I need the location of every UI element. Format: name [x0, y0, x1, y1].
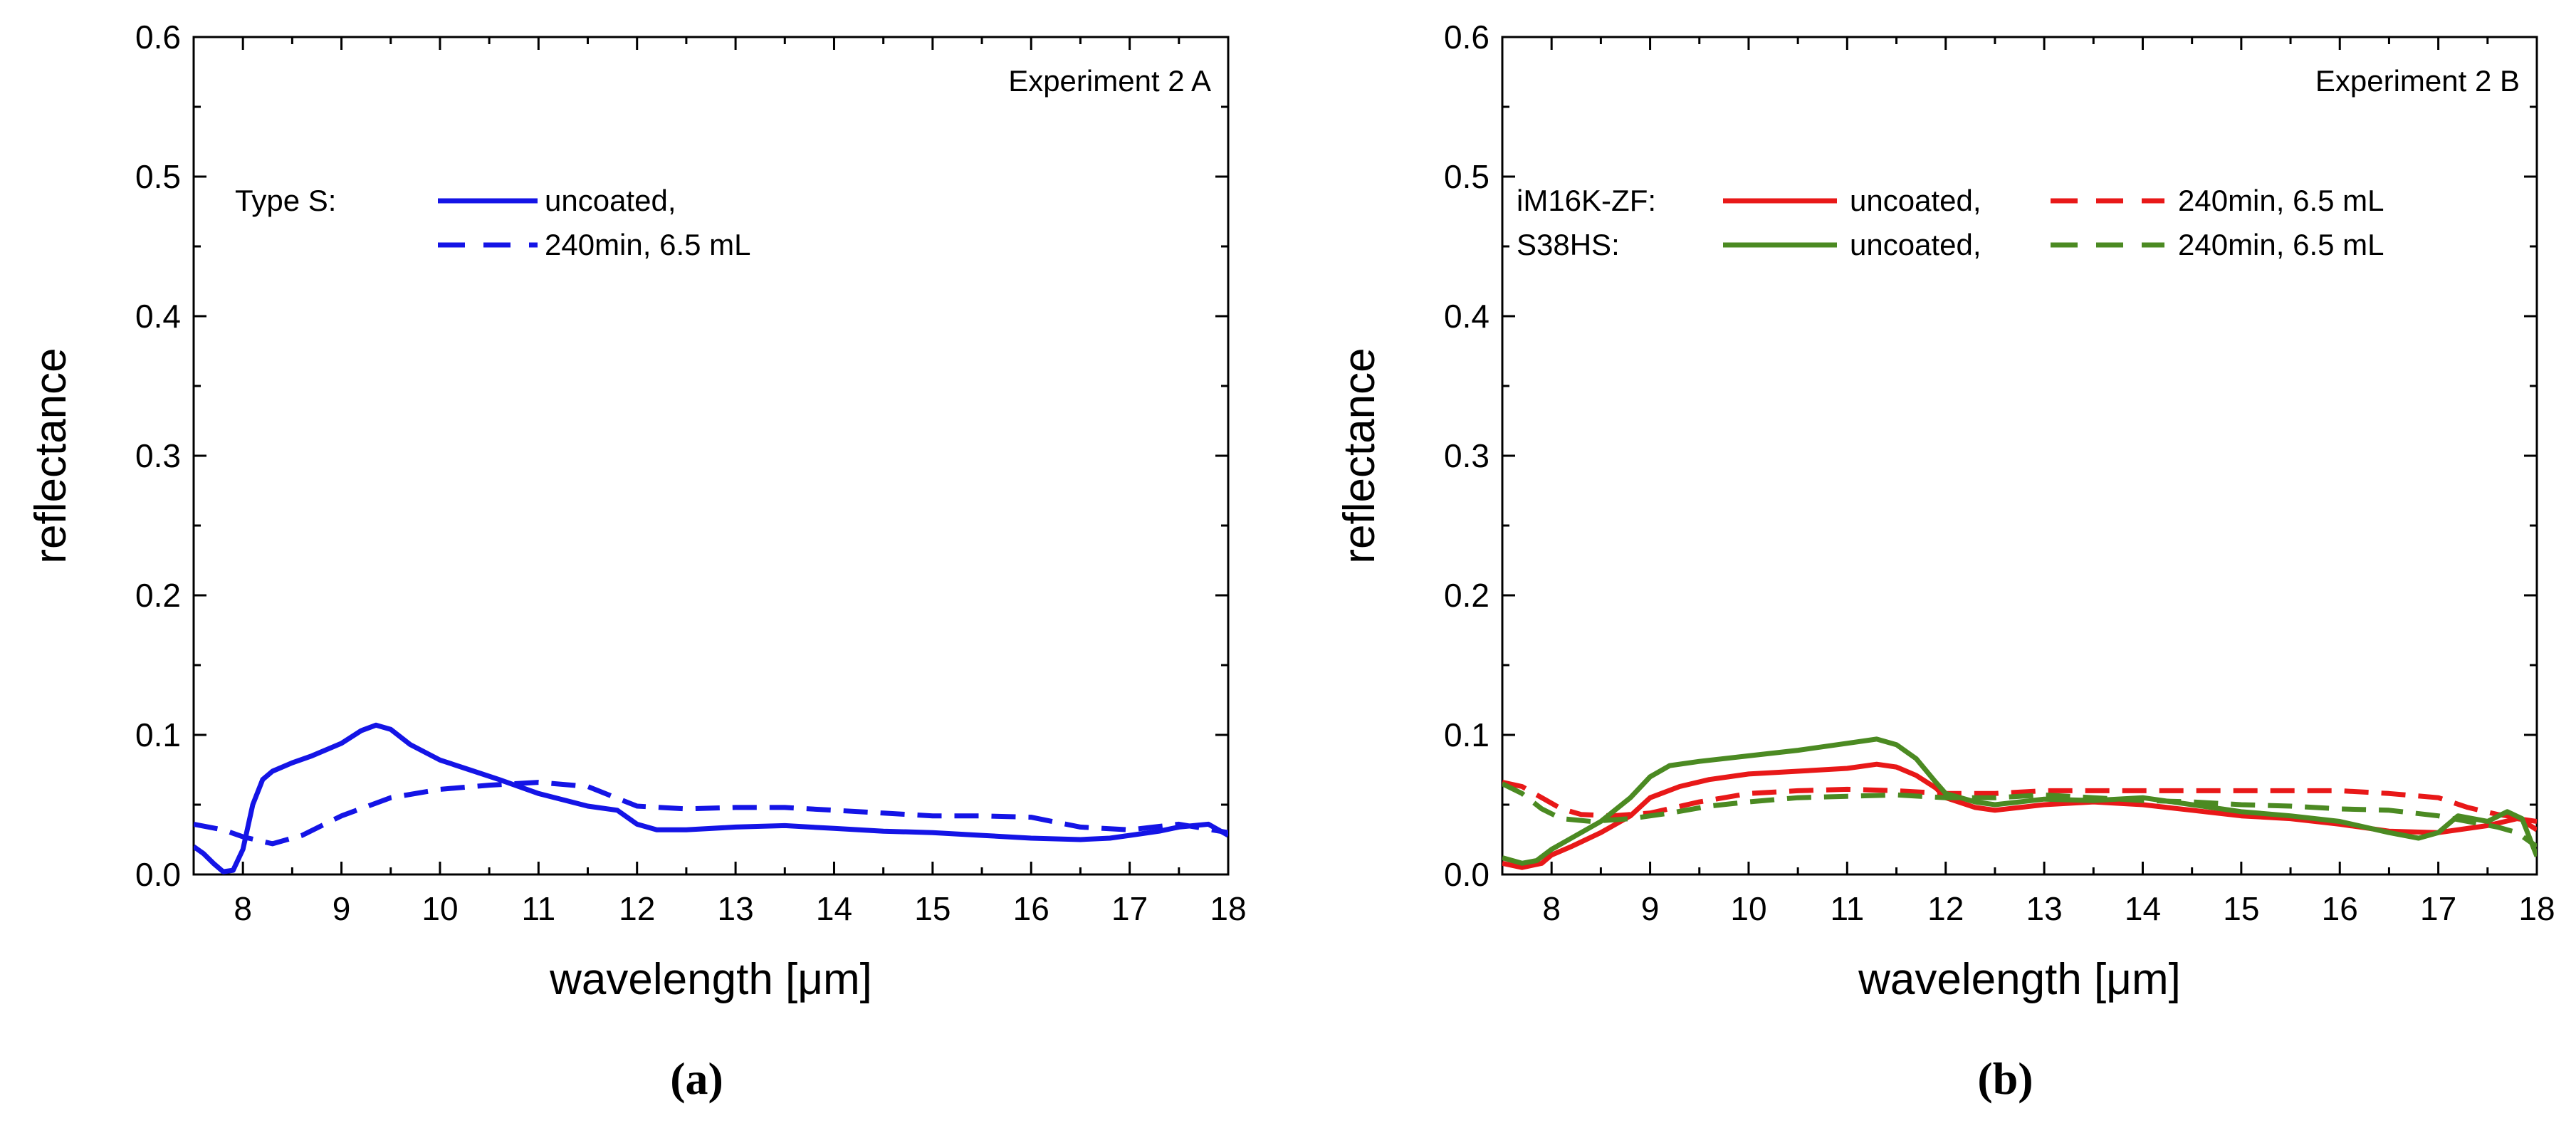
series-line-3	[1502, 736, 2537, 866]
x-tick-label: 14	[816, 890, 852, 927]
x-tick-label: 18	[2518, 890, 2555, 927]
x-tick-label: 13	[2026, 890, 2063, 927]
legend-group-label: Type S:	[235, 184, 336, 217]
x-axis-label: wavelength [μm]	[1858, 955, 2181, 1004]
y-tick-label: 0.0	[135, 856, 181, 893]
series-group	[1502, 736, 2537, 870]
x-tick-label: 13	[718, 890, 754, 927]
y-tick-label: 0.1	[135, 716, 181, 753]
legend-entry-label: uncoated,	[1850, 184, 1981, 217]
y-tick-label: 0.4	[1444, 298, 1489, 335]
x-tick-label: 17	[2420, 890, 2456, 927]
panel-caption: (a)	[670, 1053, 723, 1104]
chart-title: Experiment 2 B	[2315, 64, 2520, 98]
y-tick-label: 0.3	[1444, 437, 1489, 474]
y-tick-label: 0.4	[135, 298, 181, 335]
legend: iM16K-ZF: uncoated, 240min, 6.5 mL S38HS: un…	[1517, 184, 2384, 261]
x-tick-label: 11	[1830, 890, 1864, 927]
x-tick-label: 15	[914, 890, 951, 927]
y-tick-label: 0.2	[135, 577, 181, 614]
y-tick-label: 0.5	[135, 158, 181, 195]
series-line-4	[1502, 781, 2537, 849]
y-tick-label: 0.2	[1444, 577, 1489, 614]
x-tick-label: 11	[521, 890, 555, 927]
y-tick-label: 0.6	[1444, 19, 1489, 56]
x-tick-label: 8	[234, 890, 252, 927]
x-tick-label: 9	[1641, 890, 1660, 927]
series-line-2	[1502, 780, 2537, 832]
y-axis-label: reflectance	[1335, 348, 1384, 563]
x-tick-label: 16	[2322, 890, 2358, 927]
x-tick-label: 15	[2223, 890, 2259, 927]
legend-entry-label: 240min, 6.5 mL	[2178, 184, 2384, 217]
legend-group-label: S38HS:	[1517, 228, 1620, 261]
y-tick-label: 0.0	[1444, 856, 1489, 893]
x-tick-label: 12	[1927, 890, 1964, 927]
panel-b: 8 9 10 11 12 13 14 15 16 17 18 0.0 0.1 0.2 0.3 0.4 0.5 0.…	[1335, 19, 2555, 1104]
x-tick-label: 10	[422, 890, 458, 927]
y-axis-label: reflectance	[26, 348, 75, 563]
panel-caption: (b)	[1977, 1053, 2033, 1104]
legend-group-label: iM16K-ZF:	[1517, 184, 1656, 217]
x-tick-label: 10	[1730, 890, 1766, 927]
x-tick-label: 8	[1542, 890, 1561, 927]
series-group	[194, 722, 1228, 874]
plot-frame	[1501, 36, 2538, 876]
x-tick-label: 12	[619, 890, 655, 927]
plot-frame	[192, 36, 1230, 876]
legend-entry-label: 240min, 6.5 mL	[2178, 228, 2384, 261]
y-tick-label: 0.6	[135, 19, 181, 56]
x-axis-label: wavelength [μm]	[549, 955, 872, 1004]
series-line-2	[194, 780, 1228, 847]
x-tick-label: 9	[333, 890, 351, 927]
y-tick-label: 0.3	[135, 437, 181, 474]
legend-entry-label: uncoated,	[1850, 228, 1981, 261]
x-tick-label: 18	[1210, 890, 1246, 927]
chart-title: Experiment 2 A	[1008, 64, 1211, 98]
y-tick-label: 0.1	[1444, 716, 1489, 753]
legend-entry-label: uncoated,	[545, 184, 676, 217]
x-tick-label: 17	[1111, 890, 1148, 927]
legend: Type S: uncoated, 240min, 6.5 mL	[235, 184, 751, 261]
series-line-1	[194, 722, 1228, 874]
legend-entry-label: 240min, 6.5 mL	[545, 228, 751, 261]
series-line-1	[1502, 761, 2537, 870]
y-tick-label: 0.5	[1444, 158, 1489, 195]
panel-a: 8 9 10 11 12 13 14 15 16 17 18 0.0 0.1 0.2 0.3 0.4 0.5 0.…	[26, 19, 1247, 1104]
x-tick-label: 14	[2125, 890, 2161, 927]
x-tick-label: 16	[1013, 890, 1049, 927]
